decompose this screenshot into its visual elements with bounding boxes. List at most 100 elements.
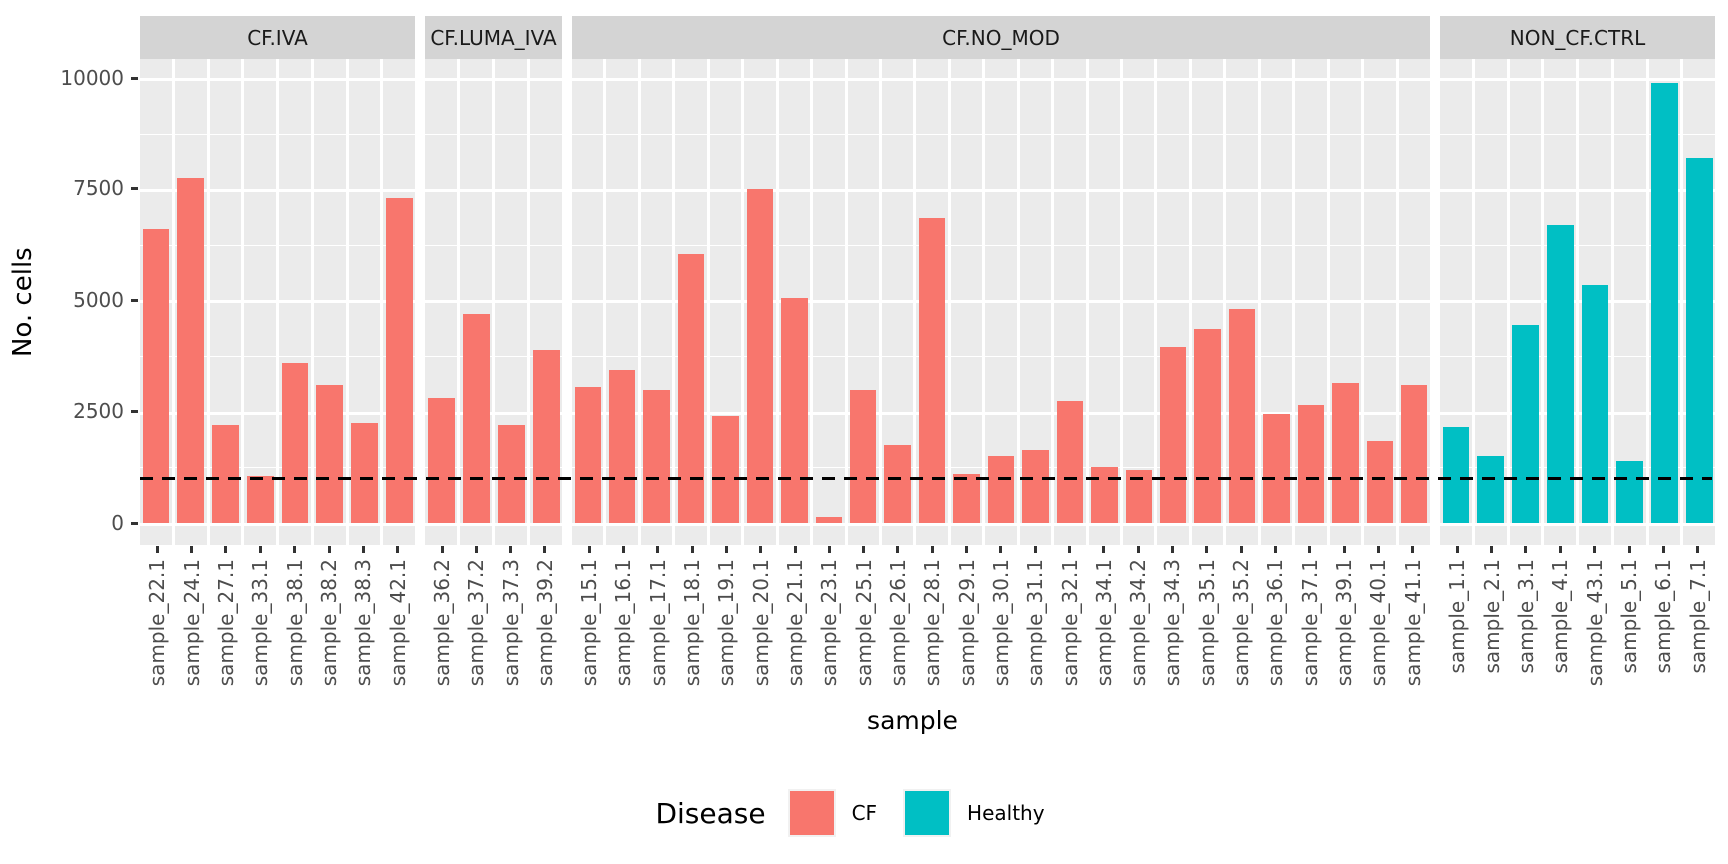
x-label-cell: sample_22.1 (140, 559, 174, 701)
y-tick-mark (131, 186, 138, 190)
x-label-cell: sample_7.1 (1681, 559, 1715, 701)
x-tick-cell (606, 546, 640, 554)
bar-sample_34.3 (1159, 347, 1187, 523)
bar-sample_29.1 (953, 474, 980, 523)
x-label-sample_18.1: sample_18.1 (680, 559, 705, 687)
x-tick-mark (759, 546, 763, 553)
bar-sample_20.1 (746, 189, 774, 523)
x-label-cell: sample_25.1 (847, 559, 881, 701)
bar-sample_2.1 (1477, 456, 1504, 523)
x-label-cell: sample_42.1 (381, 559, 415, 701)
bar-sample_42.1 (385, 198, 413, 523)
x-ticks (1440, 546, 1715, 554)
gridline-major (572, 189, 1430, 192)
bar-slot (140, 59, 172, 545)
x-ticks (140, 546, 415, 554)
x-tick-mark (155, 546, 159, 553)
x-label-sample_19.1: sample_19.1 (714, 559, 739, 687)
bar-sample_7.1 (1685, 158, 1713, 523)
x-label-cell: sample_43.1 (1578, 559, 1612, 701)
facet-CF.NO_MOD: CF.NO_MOD sample_15.1 sample_16.1 sample_17… (572, 16, 1430, 701)
x-label-cell: sample_28.1 (915, 559, 949, 701)
x-labels: sample_1.1 sample_2.1 sample_3.1 sample_4.1… (1440, 559, 1715, 701)
bar-sample_38.2 (316, 385, 343, 523)
x-label-sample_38.2: sample_38.2 (317, 559, 342, 687)
y-tick-mark (131, 298, 138, 302)
y-tick-label-7500: 7500 (73, 176, 124, 200)
bar-slots (1440, 59, 1715, 545)
x-label-sample_22.1: sample_22.1 (145, 559, 170, 687)
bar-sample_36.1 (1263, 414, 1290, 523)
x-tick-cell (459, 546, 493, 554)
bar-slot (241, 59, 276, 545)
x-label-cell: sample_39.2 (528, 559, 562, 701)
x-label-cell: sample_31.1 (1018, 559, 1052, 701)
x-label-sample_27.1: sample_27.1 (213, 559, 238, 687)
x-tick-mark (474, 546, 478, 553)
x-tick-mark (1661, 546, 1665, 553)
x-label-sample_38.1: sample_38.1 (282, 559, 307, 687)
x-tick-mark (1136, 546, 1140, 553)
gridline-minor (572, 245, 1430, 247)
legend-key-swatch (787, 789, 836, 837)
x-tick-cell (1155, 546, 1189, 554)
legend-key-swatch (903, 789, 952, 837)
bar-slot (1257, 59, 1292, 545)
bar-slot (171, 59, 207, 545)
x-label-sample_15.1: sample_15.1 (577, 559, 602, 687)
legend-title: Disease (655, 796, 766, 830)
x-tick-mark (690, 546, 694, 553)
legend-label: Healthy (967, 801, 1045, 825)
bar-slot (741, 59, 775, 545)
x-tick-mark (621, 546, 625, 553)
x-label-cell: sample_37.1 (1293, 559, 1327, 701)
x-label-sample_17.1: sample_17.1 (645, 559, 670, 687)
x-tick-mark (361, 546, 365, 553)
gridline-minor (572, 356, 1430, 358)
x-label-sample_37.2: sample_37.2 (464, 559, 489, 687)
bar-sample_41.1 (1401, 385, 1428, 523)
bar-sample_35.2 (1228, 309, 1256, 523)
x-label-cell: sample_21.1 (778, 559, 812, 701)
x-tick-mark (896, 546, 900, 553)
x-label-sample_4.1: sample_4.1 (1548, 559, 1573, 674)
x-label-sample_1.1: sample_1.1 (1445, 559, 1470, 674)
x-label-sample_2.1: sample_2.1 (1479, 559, 1504, 674)
x-tick-mark (1068, 546, 1072, 553)
x-tick-cell (572, 546, 606, 554)
x-label-sample_28.1: sample_28.1 (920, 559, 945, 687)
x-tick-mark (1490, 546, 1494, 553)
x-tick-mark (827, 546, 831, 553)
x-tick-cell (847, 546, 881, 554)
x-tick-cell (140, 546, 174, 554)
x-labels: sample_22.1 sample_24.1 sample_27.1 sample_… (140, 559, 415, 701)
x-tick-cell (346, 546, 380, 554)
bar-slot (345, 59, 381, 545)
legend-entry-Healthy: Healthy (903, 789, 1045, 837)
x-tick-cell (641, 546, 675, 554)
x-label-sample_24.1: sample_24.1 (179, 559, 204, 687)
bar-slot (603, 59, 637, 545)
x-label-cell: sample_34.1 (1087, 559, 1121, 701)
x-label-cell: sample_37.3 (494, 559, 528, 701)
x-label-cell: sample_35.2 (1224, 559, 1258, 701)
x-label-cell: sample_36.1 (1258, 559, 1292, 701)
x-tick-cell (1052, 546, 1086, 554)
x-labels: sample_36.2 sample_37.2 sample_37.3 sample_… (425, 559, 562, 701)
bar-sample_4.1 (1546, 224, 1574, 523)
x-label-sample_5.1: sample_5.1 (1617, 559, 1642, 674)
x-label-sample_37.1: sample_37.1 (1297, 559, 1322, 687)
x-tick-cell (1578, 546, 1612, 554)
x-label-cell: sample_1.1 (1440, 559, 1474, 701)
x-label-cell: sample_37.2 (459, 559, 493, 701)
facet-strip-label: CF.NO_MOD (572, 16, 1430, 59)
x-tick-cell (209, 546, 243, 554)
x-label-sample_6.1: sample_6.1 (1651, 559, 1676, 674)
x-tick-cell (278, 546, 312, 554)
x-label-sample_31.1: sample_31.1 (1023, 559, 1048, 687)
x-tick-mark (930, 546, 934, 553)
bar-slot (457, 59, 492, 545)
x-tick-mark (1342, 546, 1346, 553)
x-label-cell: sample_34.2 (1121, 559, 1155, 701)
